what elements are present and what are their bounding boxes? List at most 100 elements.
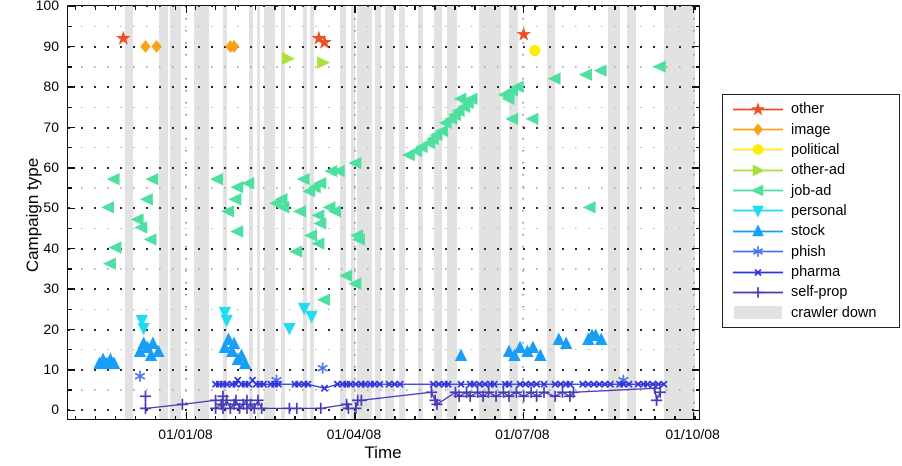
legend-entry-stock: stock [723, 221, 899, 241]
vertical-gridline [522, 6, 525, 419]
axis-tick [514, 415, 516, 419]
axis-tick [68, 66, 72, 68]
legend-marker-icon [733, 184, 783, 197]
axis-tick [692, 412, 695, 419]
major-gridline [68, 368, 699, 371]
axis-tick [68, 247, 75, 250]
axis-tick [68, 45, 75, 48]
axis-tick [692, 6, 695, 13]
axis-tick [654, 6, 656, 10]
axis-tick [594, 415, 596, 419]
axis-tick [68, 167, 75, 169]
axis-tick [174, 415, 177, 419]
axis-tick [68, 288, 75, 290]
legend-marker-icon [733, 268, 783, 276]
series-other-ad [282, 52, 331, 69]
axis-tick [534, 415, 536, 419]
axis-tick [695, 268, 699, 270]
axis-tick [692, 288, 699, 290]
crawler-down-band [434, 6, 442, 419]
y-tick-label: 40 [43, 239, 59, 256]
crawler-down-band [375, 6, 381, 419]
major-gridline [68, 126, 699, 129]
minor-gridline [68, 187, 699, 189]
y-tick-label: 30 [43, 280, 59, 297]
minor-gridline [68, 348, 699, 351]
axis-tick [692, 369, 699, 371]
crawler-down-band [351, 6, 355, 419]
y-tick-label: 60 [43, 158, 59, 175]
axis-tick [68, 348, 72, 351]
vertical-gridline [353, 6, 356, 419]
major-gridline [68, 5, 699, 8]
axis-tick [454, 6, 456, 10]
axis-tick [174, 6, 177, 10]
major-gridline [68, 86, 699, 89]
axis-tick [154, 415, 157, 419]
series-personal [135, 302, 318, 336]
axis-tick [695, 348, 699, 351]
axis-tick [214, 415, 217, 419]
crawler-down-band [310, 6, 315, 419]
legend-entry-political: political [723, 140, 899, 160]
major-gridline [68, 247, 699, 250]
axis-tick [94, 415, 97, 419]
axis-tick [692, 247, 699, 250]
axis-tick [68, 308, 72, 311]
axis-tick [314, 6, 317, 10]
y-tick-label: 0 [51, 401, 59, 418]
axis-tick [334, 415, 337, 419]
major-gridline [68, 328, 699, 331]
legend-marker-icon [733, 246, 783, 258]
axis-tick [654, 415, 656, 419]
axis-tick [614, 6, 616, 10]
axis-tick [68, 126, 75, 129]
axis-tick [694, 415, 696, 419]
axis-tick [114, 6, 117, 10]
series-job-ad [101, 60, 666, 306]
legend-label: political [791, 141, 840, 158]
crawler-down-band [547, 6, 555, 419]
major-gridline [68, 288, 699, 291]
series-political [529, 44, 541, 57]
axis-tick [692, 207, 699, 210]
crawler-down-band [193, 6, 209, 419]
chart-markers [93, 26, 668, 414]
axis-tick [134, 415, 137, 419]
axis-tick [274, 6, 277, 10]
axis-tick [695, 66, 699, 68]
axis-tick [294, 6, 297, 10]
x-tick-label: 01/01/08 [158, 426, 213, 442]
legend-marker-icon [733, 224, 783, 237]
axis-tick [214, 6, 217, 10]
crawler-down-band [264, 6, 276, 419]
axis-tick [374, 415, 377, 419]
axis-tick [695, 227, 699, 230]
axis-tick [692, 5, 699, 8]
y-tick-label: 10 [43, 360, 59, 377]
x-axis-title: Time [364, 443, 402, 462]
axis-tick [68, 146, 72, 149]
axis-tick [674, 6, 676, 10]
crawler-down-band [356, 6, 372, 419]
major-gridline [68, 409, 699, 412]
legend-label: phish [791, 243, 826, 260]
y-tick-label: 50 [43, 199, 59, 216]
crawler-down-band [508, 6, 518, 419]
minor-gridline [68, 389, 699, 391]
crawler-down-band [125, 6, 133, 419]
legend-label: self-prop [791, 284, 848, 301]
axis-tick [394, 415, 397, 419]
axis-tick [534, 6, 536, 10]
crawler-down-band [399, 6, 405, 419]
axis-tick [494, 6, 496, 10]
series-stock [93, 328, 608, 370]
y-tick-label: 100 [35, 0, 59, 14]
minor-gridline [68, 227, 699, 230]
axis-tick [695, 389, 699, 391]
y-tick-label: 80 [43, 78, 59, 95]
y-tick-label: 70 [43, 118, 59, 135]
axis-tick [114, 415, 117, 419]
axis-tick [68, 328, 75, 331]
axis-tick [494, 415, 496, 419]
